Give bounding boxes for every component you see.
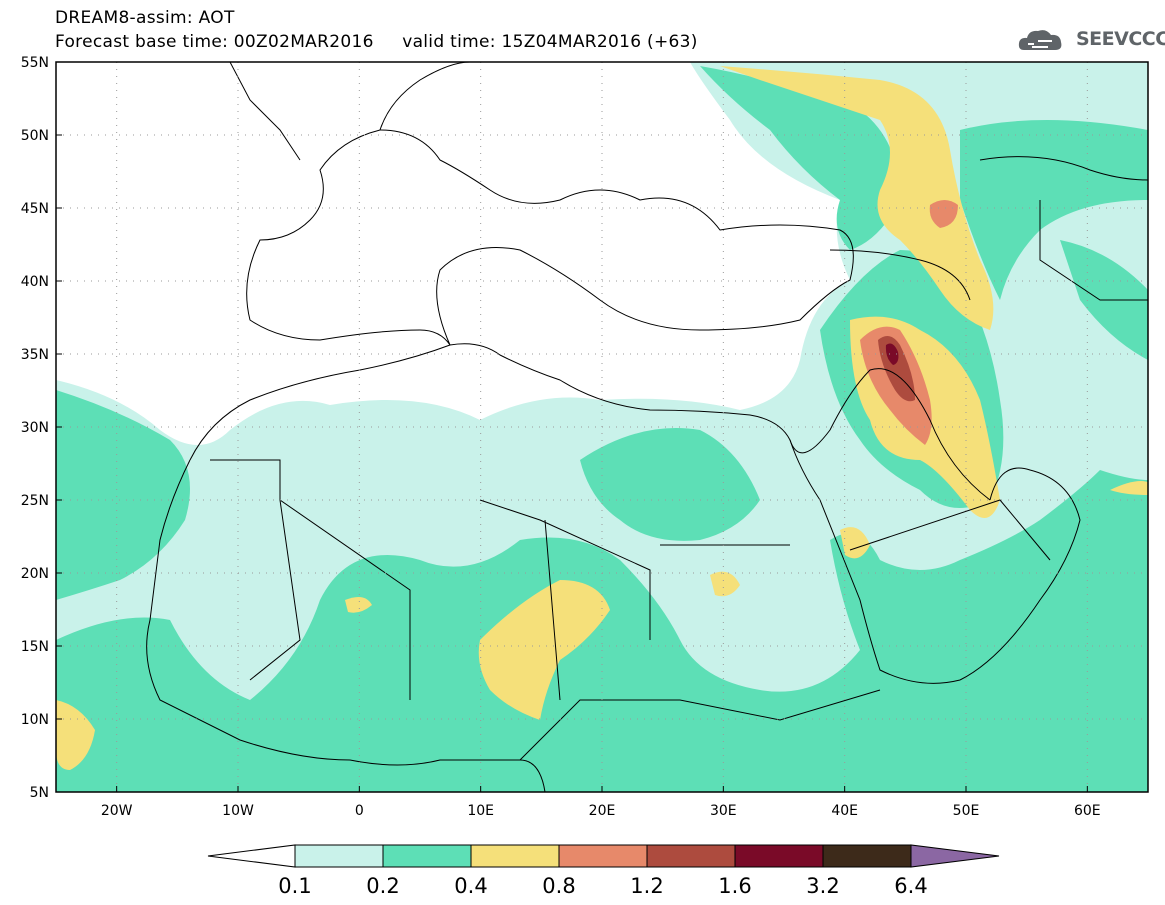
legend-color-box [558,844,648,868]
lat-tick-label: 5N [30,785,49,801]
lon-tick-label: 10E [467,803,494,819]
lon-tick-label: 50E [953,803,980,819]
lat-tick-label: 35N [21,347,49,363]
coastlines [146,62,1148,792]
legend-label: 0.1 [278,874,311,898]
lat-tick-label: 45N [21,201,49,217]
lon-tick-label: 10W [222,803,254,819]
lat-tick-label: 55N [21,55,49,71]
lat-tick-label: 25N [21,493,49,509]
cloud-logo-icon [1018,30,1062,50]
legend-label: 0.4 [454,874,487,898]
lat-tick-label: 50N [21,128,49,144]
legend-color-box [822,844,912,868]
lon-tick-label: 60E [1074,803,1101,819]
lat-tick-label: 20N [21,566,49,582]
legend-high-arrow [910,844,1000,868]
lon-tick-label: 20W [101,803,133,819]
legend-label: 0.8 [542,874,575,898]
lat-tick-label: 30N [21,420,49,436]
lat-tick-label: 10N [21,712,49,728]
legend-label: 1.2 [630,874,663,898]
lon-tick-label: 20E [589,803,616,819]
legend-label: 6.4 [894,874,927,898]
longitude-ticks: 20W 10W 0 10E 20E 30E 40E 50E 60E [101,786,1101,819]
legend-color-box [382,844,472,868]
latitude-ticks: 55N 50N 45N 40N 35N 30N 25N 20N 15N 10N 5N [21,55,62,801]
legend-low-arrow [207,844,296,868]
lon-tick-label: 30E [710,803,737,819]
legend-color-box [470,844,560,868]
legend-label: 3.2 [806,874,839,898]
lon-tick-label: 40E [831,803,858,819]
lat-tick-label: 40N [21,274,49,290]
lat-tick-label: 15N [21,639,49,655]
forecast-times: Forecast base time: 00Z02MAR2016 valid t… [55,32,698,52]
chart-title: DREAM8-assim: AOT [55,8,235,28]
logo-text: SEEVCCC [1076,28,1165,50]
legend-label: 1.6 [718,874,751,898]
legend-color-box [294,844,384,868]
lon-tick-label: 0 [355,803,364,819]
legend-label: 0.2 [366,874,399,898]
legend-color-box [734,844,824,868]
legend-color-box [646,844,736,868]
